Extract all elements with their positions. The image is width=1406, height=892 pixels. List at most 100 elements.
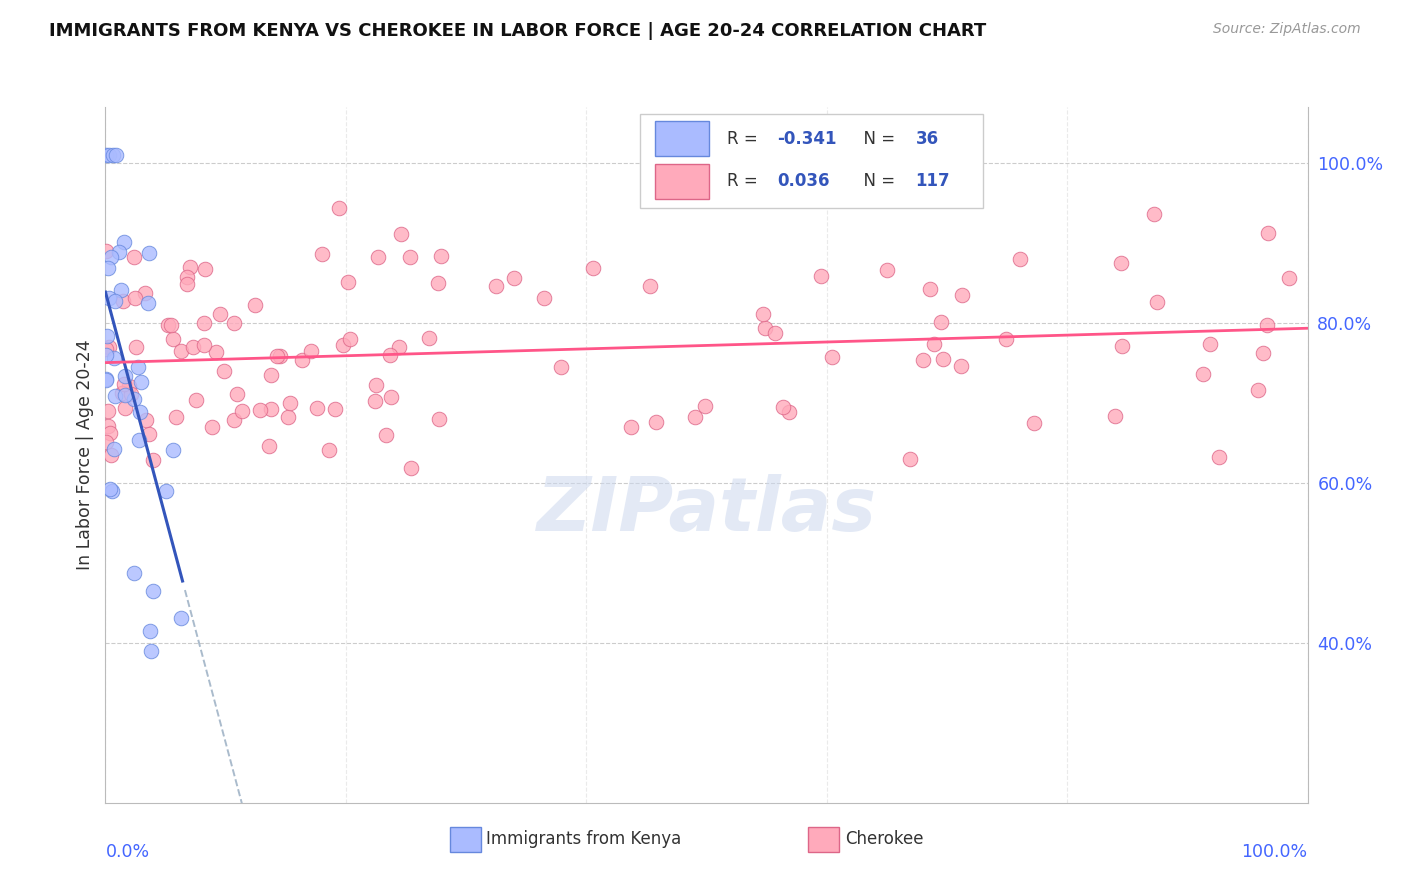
Point: [231, 403, 253, 417]
Point: [194, 262, 217, 277]
Point: [104, 389, 127, 403]
Point: [291, 353, 314, 368]
Point: [176, 277, 198, 292]
Point: [380, 390, 402, 404]
Point: [299, 343, 322, 358]
Point: [772, 400, 794, 414]
Point: [141, 453, 163, 467]
Point: [122, 250, 145, 264]
Point: [200, 419, 222, 434]
Point: [94, 348, 117, 362]
Point: [103, 442, 125, 457]
Point: [141, 644, 163, 658]
Point: [364, 393, 387, 408]
Text: N =: N =: [853, 130, 901, 148]
Point: [124, 392, 146, 406]
Point: [778, 405, 800, 419]
Point: [118, 379, 141, 393]
Point: [134, 285, 156, 300]
Point: [125, 340, 148, 354]
Point: [103, 351, 125, 366]
Point: [503, 271, 526, 285]
Point: [427, 412, 450, 426]
Point: [136, 296, 159, 310]
Point: [222, 316, 245, 330]
Point: [278, 396, 301, 410]
Point: [98, 482, 121, 496]
Point: [120, 386, 142, 401]
Point: [96, 148, 118, 162]
FancyBboxPatch shape: [640, 114, 983, 208]
Point: [170, 611, 193, 625]
Point: [1278, 270, 1301, 285]
Point: [1104, 409, 1126, 423]
Point: [108, 245, 131, 260]
Point: [328, 202, 350, 216]
Point: [249, 403, 271, 417]
Point: [277, 409, 299, 424]
Point: [582, 261, 605, 276]
Point: [418, 331, 440, 345]
Point: [212, 364, 235, 378]
Point: [995, 332, 1018, 346]
Point: [876, 263, 898, 277]
Point: [128, 433, 150, 447]
Text: IMMIGRANTS FROM KENYA VS CHEROKEE IN LABOR FORCE | AGE 20-24 CORRELATION CHART: IMMIGRANTS FROM KENYA VS CHEROKEE IN LAB…: [49, 22, 987, 40]
Point: [97, 419, 120, 434]
Point: [105, 148, 128, 162]
Point: [266, 349, 288, 363]
Point: [821, 350, 844, 364]
Point: [318, 443, 340, 458]
Point: [127, 360, 149, 375]
Point: [398, 251, 420, 265]
Text: 117: 117: [915, 172, 950, 190]
Point: [323, 401, 346, 416]
Point: [112, 377, 135, 392]
Point: [810, 268, 832, 283]
Point: [138, 246, 160, 260]
Point: [96, 372, 118, 386]
Point: [205, 345, 228, 359]
Point: [1247, 384, 1270, 398]
Point: [485, 279, 508, 293]
Point: [1208, 450, 1230, 464]
Point: [1008, 252, 1031, 266]
Point: [124, 566, 146, 580]
Point: [950, 359, 973, 373]
Point: [332, 337, 354, 351]
Point: [193, 338, 215, 352]
Point: [931, 315, 953, 329]
Point: [179, 260, 201, 274]
Text: Immigrants from Kenya: Immigrants from Kenya: [486, 830, 682, 848]
Point: [162, 332, 184, 346]
Point: [96, 373, 118, 387]
Point: [620, 419, 643, 434]
Point: [114, 401, 136, 416]
Point: [388, 341, 411, 355]
Point: [100, 449, 122, 463]
Point: [683, 410, 706, 425]
Point: [128, 405, 150, 419]
Point: [142, 584, 165, 599]
Point: [165, 410, 187, 425]
Point: [339, 332, 361, 346]
Point: [111, 385, 134, 400]
Point: [170, 343, 193, 358]
Point: [389, 227, 412, 241]
Point: [1256, 318, 1278, 333]
Point: [695, 399, 717, 413]
Point: [94, 434, 117, 449]
Point: [225, 387, 247, 401]
Point: [920, 282, 942, 296]
Text: 0.036: 0.036: [778, 172, 830, 190]
Point: [367, 250, 389, 264]
Point: [101, 484, 124, 499]
Point: [112, 235, 135, 249]
Point: [162, 443, 184, 458]
Text: R =: R =: [727, 130, 763, 148]
Point: [364, 378, 387, 392]
Point: [1146, 295, 1168, 310]
Point: [751, 307, 773, 321]
Point: [131, 375, 153, 389]
Point: [97, 291, 120, 305]
